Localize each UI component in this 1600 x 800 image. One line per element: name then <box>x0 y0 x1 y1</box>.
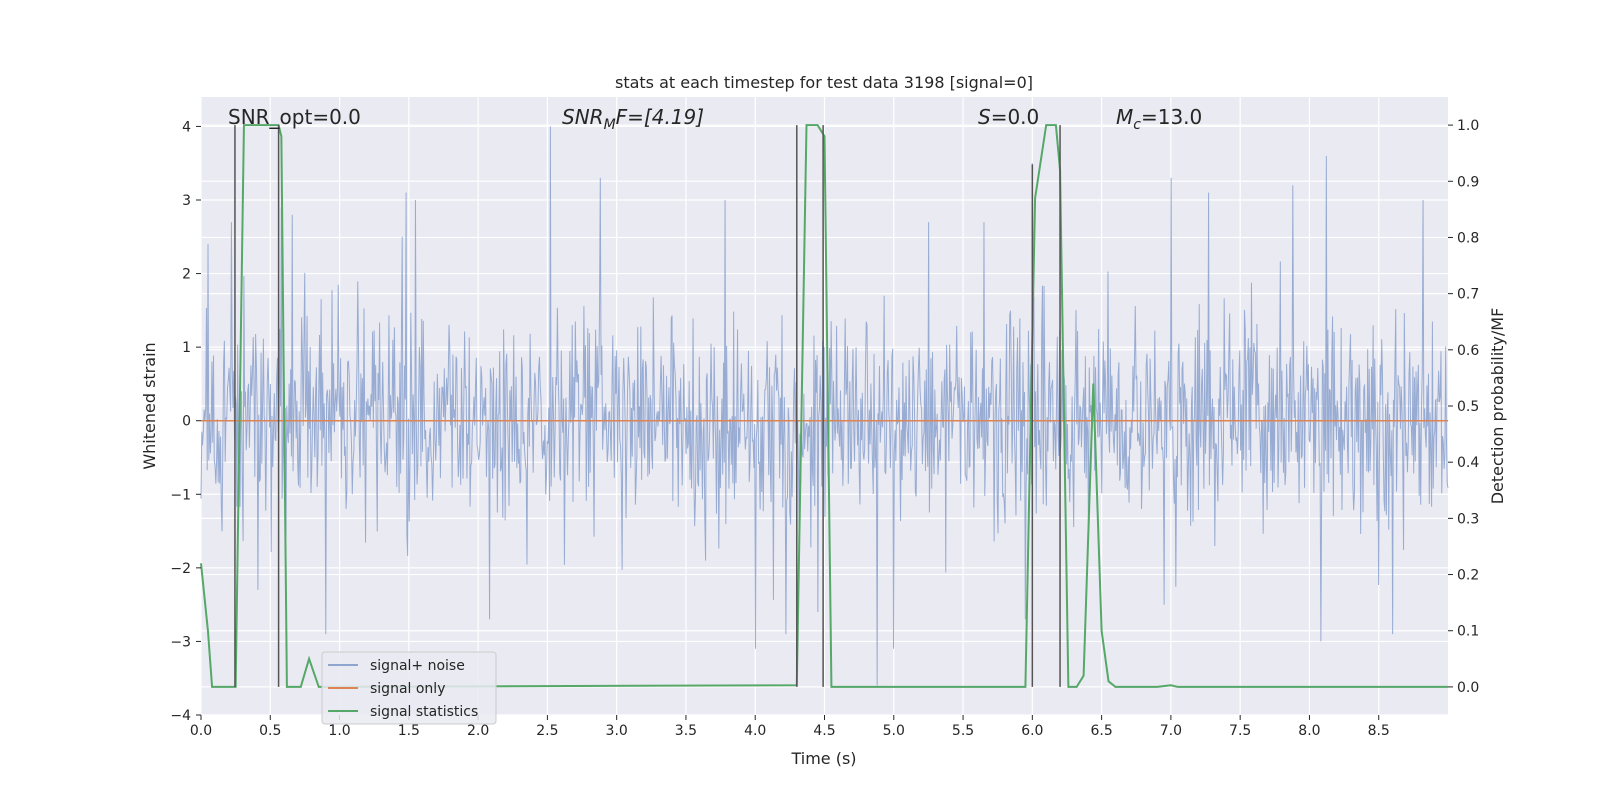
detection-markers <box>234 125 1061 687</box>
x-axis-ticks: 0.0 0.5 1.0 1.5 2.0 2.5 3.0 3.5 4.0 4.5 5.0 5.5 6.0 6… <box>190 715 1390 739</box>
y-axis-label: Whitened strain <box>140 342 159 469</box>
x-axis-label: Time (s) <box>790 749 856 768</box>
legend-label-signal-noise: signal+ noise <box>370 658 465 674</box>
x-tick-label: 8.0 <box>1298 723 1320 739</box>
y-tick-label: 3 <box>182 193 191 209</box>
s-rest: =0.0 <box>991 105 1040 129</box>
signal-statistics-line <box>200 124 1448 688</box>
y-tick-label: −1 <box>170 487 191 503</box>
x-tick-label: 3.0 <box>606 723 628 739</box>
annotation-s: S=0.0 <box>978 105 1039 129</box>
y-tick-label: 4 <box>182 119 191 135</box>
x-tick-label: 6.5 <box>1090 723 1112 739</box>
x-tick-label: 0.0 <box>190 723 212 739</box>
y2-tick-label: 0.8 <box>1457 230 1479 246</box>
x-tick-label: 8.5 <box>1368 723 1390 739</box>
x-tick-label: 7.5 <box>1229 723 1251 739</box>
y2-tick-label: 1.0 <box>1457 118 1479 134</box>
x-tick-label: 1.0 <box>328 723 350 739</box>
snr-mf-sub: M <box>604 117 616 133</box>
y-tick-label: 2 <box>182 267 191 283</box>
y-tick-label: −4 <box>170 708 191 724</box>
x-tick-label: 4.5 <box>813 723 835 739</box>
y2-axis-label: Detection probability/MF <box>1488 308 1507 505</box>
legend: signal+ noise signal only signal statist… <box>321 651 497 725</box>
x-tick-label: 2.0 <box>467 723 489 739</box>
signal-statistics-series <box>200 124 1448 688</box>
y2-tick-label: 0.4 <box>1457 455 1479 471</box>
snr-mf-rest: F=[4.19] <box>616 105 704 129</box>
y2-tick-label: 0.5 <box>1457 399 1479 415</box>
x-tick-label: 1.5 <box>398 723 420 739</box>
annotation-mc: Mc=13.0 <box>1116 105 1202 133</box>
mc-rest: =13.0 <box>1141 105 1202 129</box>
x-tick-label: 0.5 <box>259 723 281 739</box>
x-tick-label: 7.0 <box>1160 723 1182 739</box>
signal-noise-series <box>200 126 1449 686</box>
y2-tick-label: 0.6 <box>1457 343 1479 359</box>
x-tick-label: 5.0 <box>883 723 905 739</box>
chart-title: stats at each timestep for test data 319… <box>615 73 1033 92</box>
y-axis-ticks: 4 3 2 1 0 −1 −2 −3 −4 <box>170 119 201 724</box>
mc-main: M <box>1116 105 1133 129</box>
legend-label-signal-only: signal only <box>370 681 445 697</box>
x-tick-label: 3.5 <box>675 723 697 739</box>
annotation-snr-opt: SNR_opt=0.0 <box>228 105 361 129</box>
y2-tick-label: 0.9 <box>1457 174 1479 190</box>
legend-box <box>321 651 497 725</box>
y-tick-label: 1 <box>182 340 191 356</box>
y2-tick-label: 0.0 <box>1457 680 1479 696</box>
annotation-snr-mf: SNRMF=[4.19] <box>562 105 704 133</box>
mc-sub: c <box>1133 117 1141 133</box>
y2-tick-label: 0.7 <box>1457 287 1479 303</box>
y-tick-label: 0 <box>182 414 191 430</box>
legend-label-signal-statistics: signal statistics <box>370 704 478 720</box>
y2-tick-label: 0.3 <box>1457 511 1479 527</box>
y2-axis-ticks: 1.0 0.9 0.8 0.7 0.6 0.5 0.4 0.3 0.2 0.1 0.0 <box>1448 118 1479 696</box>
x-tick-label: 4.0 <box>744 723 766 739</box>
x-tick-label: 6.0 <box>1021 723 1043 739</box>
y-tick-label: −2 <box>170 561 191 577</box>
signal-noise-line <box>200 126 1449 686</box>
s-main: S <box>978 105 991 129</box>
y2-tick-label: 0.1 <box>1457 624 1479 640</box>
y-tick-label: −3 <box>170 634 191 650</box>
x-tick-label: 5.5 <box>952 723 974 739</box>
y2-tick-label: 0.2 <box>1457 568 1479 584</box>
snr-mf-main: SNR <box>562 105 604 129</box>
x-tick-label: 2.5 <box>536 723 558 739</box>
